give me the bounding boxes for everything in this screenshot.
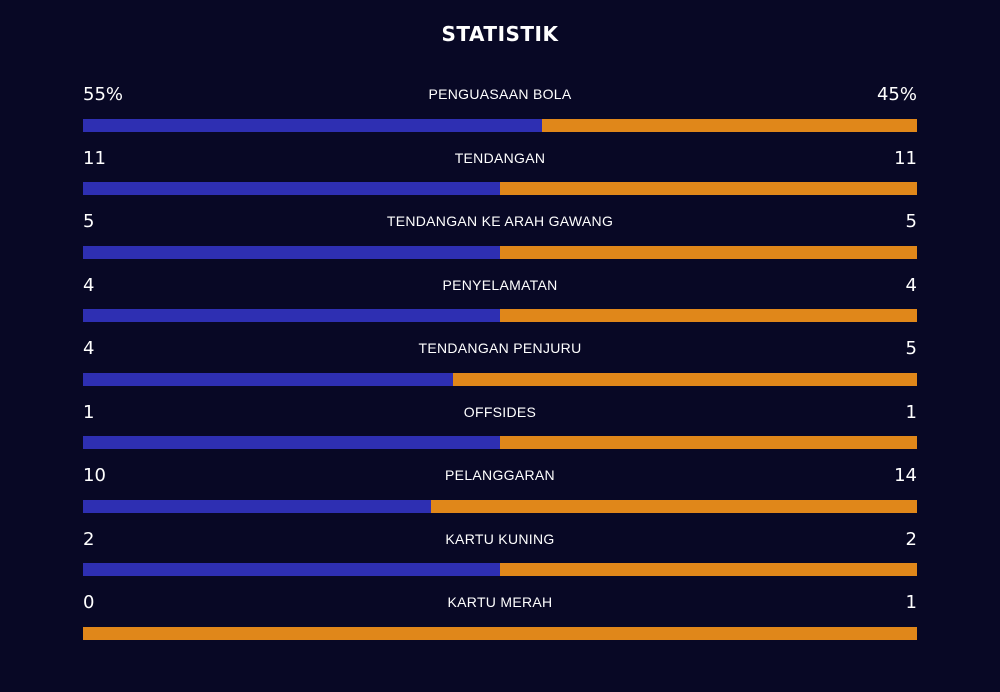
stat-row-shots: 11 TENDANGAN 11 xyxy=(83,144,917,208)
home-value: 5 xyxy=(83,211,95,232)
away-bar-segment xyxy=(500,563,917,576)
comparison-bar xyxy=(83,245,917,259)
stat-label: KARTU KUNING xyxy=(445,530,555,547)
home-bar-segment xyxy=(83,436,500,449)
stat-label: KARTU MERAH xyxy=(447,594,553,610)
stat-row-shots-on-target: 5 TENDANGAN KE ARAH GAWANG 5 xyxy=(83,207,917,271)
home-bar-segment xyxy=(83,182,500,195)
stat-row-yellow-cards: 2 KARTU KUNING 2 xyxy=(83,525,917,589)
away-bar-segment xyxy=(541,118,917,132)
stats-list: 55% PENGUASAAN BOLA 45% 11 TENDANGAN 11 … xyxy=(83,80,917,652)
home-bar-segment xyxy=(83,563,500,576)
home-value: 0 xyxy=(83,592,95,613)
home-bar-segment xyxy=(83,499,431,513)
comparison-bar xyxy=(83,563,917,576)
stat-label: PELANGGARAN xyxy=(445,467,555,483)
stat-label: PENYELAMATAN xyxy=(442,276,558,293)
stat-row-red-cards: 0 KARTU MERAH 1 xyxy=(83,588,917,652)
away-value: 5 xyxy=(905,338,917,359)
stat-label: TENDANGAN PENJURU xyxy=(418,340,582,356)
home-bar-segment xyxy=(83,118,542,132)
comparison-bar xyxy=(83,182,917,195)
away-value: 45% xyxy=(876,84,917,105)
home-bar-segment xyxy=(83,245,500,259)
away-bar-segment xyxy=(83,626,917,640)
away-bar-segment xyxy=(430,499,917,513)
away-bar-segment xyxy=(500,436,917,449)
away-value: 14 xyxy=(894,465,917,486)
home-bar-segment xyxy=(83,309,500,322)
comparison-bar xyxy=(83,309,917,322)
stat-label: PENGUASAAN BOLA xyxy=(428,86,572,102)
stat-label: TENDANGAN KE ARAH GAWANG xyxy=(386,213,614,229)
home-value: 55% xyxy=(83,84,124,105)
comparison-bar xyxy=(83,118,917,132)
stat-row-saves: 4 PENYELAMATAN 4 xyxy=(83,271,917,335)
home-value: 11 xyxy=(83,147,106,169)
away-value: 11 xyxy=(894,147,917,169)
stat-label: OFFSIDES xyxy=(463,403,537,420)
stat-label: TENDANGAN xyxy=(454,149,546,166)
away-value: 5 xyxy=(905,211,917,232)
comparison-bar xyxy=(83,372,917,386)
away-value: 2 xyxy=(905,528,917,550)
home-value: 10 xyxy=(83,465,106,486)
home-value: 4 xyxy=(83,338,95,359)
home-bar-segment xyxy=(83,372,454,386)
comparison-bar xyxy=(83,436,917,449)
away-bar-segment xyxy=(500,309,917,322)
stat-row-fouls: 10 PELANGGARAN 14 xyxy=(83,461,917,525)
stat-row-corners: 4 TENDANGAN PENJURU 5 xyxy=(83,334,917,398)
away-value: 4 xyxy=(905,274,917,296)
home-value: 2 xyxy=(83,528,95,550)
away-bar-segment xyxy=(500,182,917,195)
away-value: 1 xyxy=(905,401,917,423)
comparison-bar xyxy=(83,626,917,640)
away-bar-segment xyxy=(453,372,917,386)
stats-title: STATISTIK xyxy=(441,22,559,46)
away-bar-segment xyxy=(500,245,917,259)
stat-row-ball-possession: 55% PENGUASAAN BOLA 45% xyxy=(83,80,917,144)
away-value: 1 xyxy=(905,592,917,613)
comparison-bar xyxy=(83,499,917,513)
stat-row-offsides: 1 OFFSIDES 1 xyxy=(83,398,917,462)
home-value: 1 xyxy=(83,401,95,423)
home-value: 4 xyxy=(83,274,95,296)
